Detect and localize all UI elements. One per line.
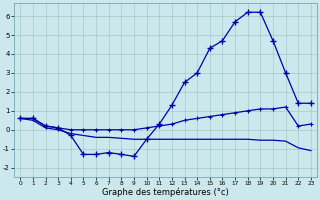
X-axis label: Graphe des températures (°c): Graphe des températures (°c) [102,188,229,197]
